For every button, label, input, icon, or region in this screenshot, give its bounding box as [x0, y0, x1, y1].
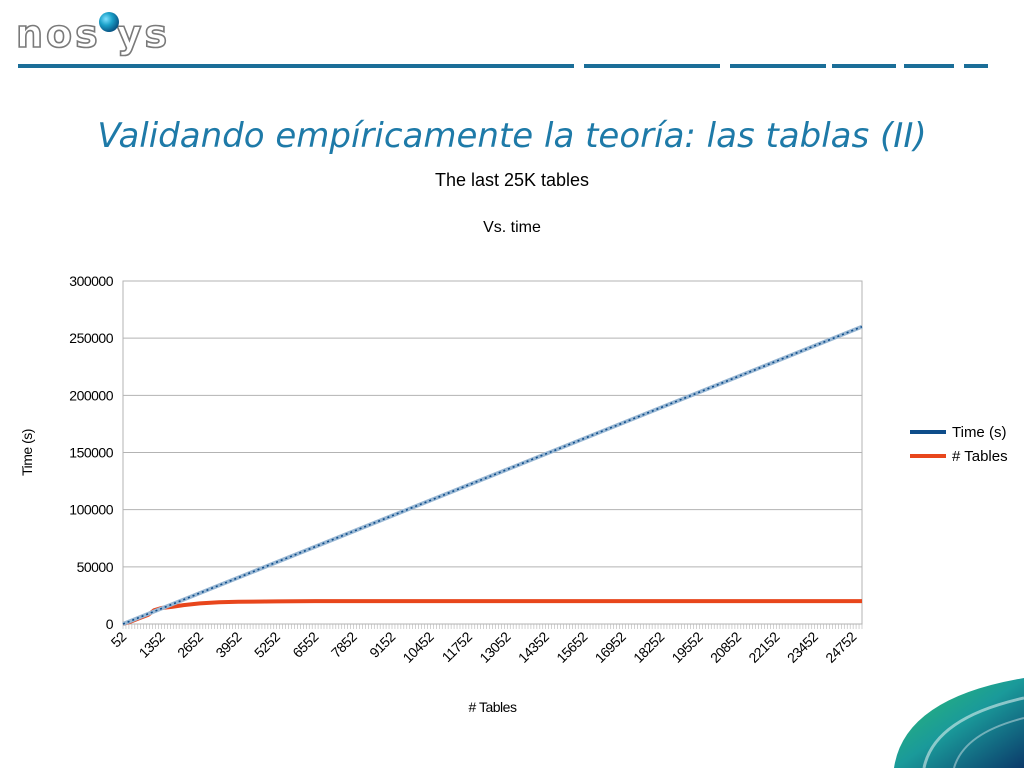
x-tick-label: 13052 [476, 628, 514, 666]
chart-title: The last 25K tables [434, 170, 590, 190]
x-tick-label: 9152 [366, 628, 398, 660]
x-tick-label: 7852 [328, 628, 360, 660]
slide-title: Validando empíricamente la teoría: las t… [97, 116, 927, 156]
corner-decoration [894, 678, 1024, 768]
y-tick-label: 50000 [77, 559, 114, 575]
x-tick-label: 22152 [745, 628, 783, 666]
x-tick-label: 3952 [212, 628, 244, 660]
x-tick-label: 5252 [251, 628, 283, 660]
x-tick-label: 1352 [136, 628, 168, 660]
x-tick-label: 19552 [668, 628, 706, 666]
nosys-logo: nos ys [15, 10, 171, 58]
legend-swatch-tables [910, 454, 946, 458]
x-tick-label: 14352 [515, 628, 553, 666]
globe-icon [98, 12, 119, 32]
y-axis-title: Time (s) [19, 429, 35, 476]
legend-item-tables: # Tables [910, 444, 1008, 468]
x-tick-label: 23452 [784, 628, 822, 666]
y-tick-label: 0 [106, 616, 114, 632]
logo-text-left: nos [15, 11, 101, 57]
y-tick-label: 200000 [69, 387, 113, 403]
chart-legend: Time (s) # Tables [910, 420, 1008, 468]
x-axis-title: # Tables [469, 699, 517, 715]
x-tick-label: 6552 [289, 628, 321, 660]
x-tick-label: 18252 [630, 628, 668, 666]
x-tick-label: 20852 [707, 628, 745, 666]
x-tick-label: 10452 [399, 628, 437, 666]
y-tick-label: 150000 [69, 445, 113, 461]
logo-text-right: ys [116, 11, 171, 57]
x-tick-label: 11752 [439, 628, 476, 665]
legend-label-tables: # Tables [952, 447, 1008, 465]
x-tick-label: 16952 [592, 628, 630, 666]
y-tick-label: 250000 [69, 330, 113, 346]
series-time-halo [122, 324, 863, 626]
x-tick-label: 15652 [553, 628, 591, 666]
legend-label-time: Time (s) [952, 423, 1007, 441]
legend-item-time: Time (s) [910, 420, 1008, 444]
x-tick-label: 2652 [174, 628, 206, 660]
y-tick-label: 300000 [69, 273, 113, 289]
legend-swatch-time [910, 430, 946, 434]
series-tables-line [122, 599, 862, 626]
chart-subtitle: Vs. time [483, 219, 541, 236]
y-tick-label: 100000 [69, 502, 113, 518]
x-tick-label: 24752 [822, 628, 860, 666]
